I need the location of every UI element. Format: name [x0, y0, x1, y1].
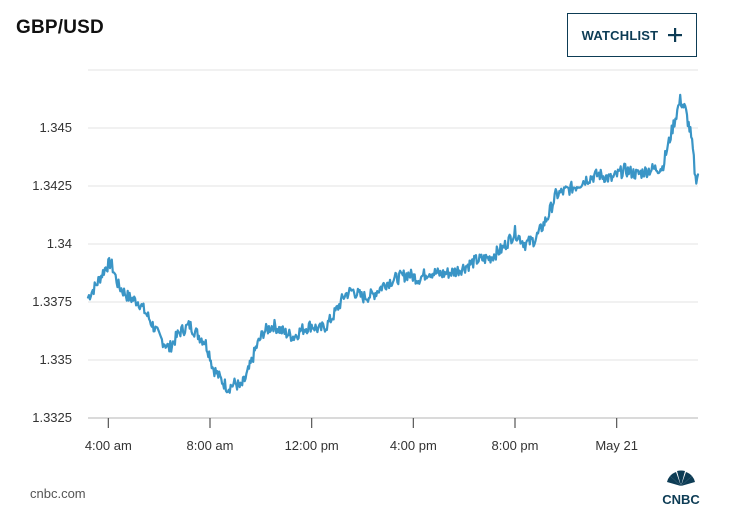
- y-tick-label: 1.3375: [32, 294, 72, 309]
- source-label: cnbc.com: [30, 486, 86, 501]
- cnbc-logo-text: CNBC: [662, 492, 700, 507]
- price-chart: 1.345 1.3425 1.34 1.3375 1.335 1.3325 4:00 am 8…: [32, 69, 700, 453]
- x-tick-label: May 21: [595, 438, 638, 453]
- y-tick-label: 1.335: [39, 352, 72, 367]
- x-tick-label: 12:00 pm: [285, 438, 339, 453]
- chart-series: [86, 93, 700, 394]
- y-tick-label: 1.3325: [32, 410, 72, 425]
- price-series-line: [86, 93, 700, 394]
- y-tick-label: 1.3425: [32, 178, 72, 193]
- x-tick-label: 4:00 am: [85, 438, 132, 453]
- page-title: GBP/USD: [16, 17, 104, 38]
- chart-axes: 1.345 1.3425 1.34 1.3375 1.335 1.3325 4:00 am 8…: [32, 120, 698, 453]
- y-tick-label: 1.345: [39, 120, 72, 135]
- watchlist-button[interactable]: WATCHLIST: [567, 13, 697, 57]
- x-tick-label: 8:00 pm: [492, 438, 539, 453]
- plus-icon: [668, 28, 683, 42]
- x-tick-label: 4:00 pm: [390, 438, 437, 453]
- peacock-icon: CNBC: [662, 470, 700, 507]
- chart-grid: [88, 69, 698, 419]
- x-tick-label: 8:00 am: [187, 438, 234, 453]
- watchlist-label: WATCHLIST: [581, 27, 659, 43]
- y-tick-label: 1.34: [47, 236, 72, 251]
